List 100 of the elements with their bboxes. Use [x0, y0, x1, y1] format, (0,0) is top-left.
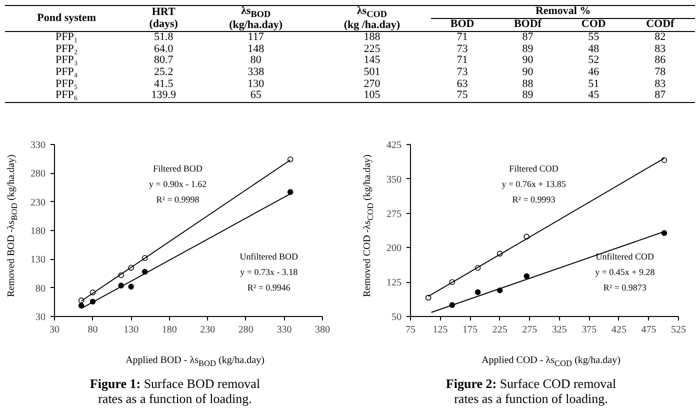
text: 270 [362, 78, 382, 90]
y-tick-label: 180 [30, 226, 46, 237]
annotation: y = 0.73x - 3.18 [240, 266, 298, 277]
annotation: y = 0.45x + 9.28 [595, 266, 656, 277]
x-tick-label: 380 [315, 324, 330, 336]
text: 83 [654, 78, 667, 90]
annotation: R² = 0.9873 [603, 282, 647, 292]
x-tick-label: 375 [582, 324, 597, 336]
annotation: Filtered COD [509, 164, 559, 174]
point [661, 230, 668, 236]
x-tick-label: 75 [406, 324, 416, 336]
text: 89 [521, 42, 534, 56]
text: 89 [493, 89, 562, 102]
text: 90 [521, 66, 534, 79]
text: 86 [654, 54, 667, 67]
text: 188 [362, 31, 382, 44]
y-tick-label: 330 [30, 140, 46, 151]
caption: Figure 2: Surface COD removal rates as a function of loading. [444, 376, 618, 407]
annotation: R² = 0.9998 [156, 194, 200, 205]
text: 501 [362, 66, 382, 79]
text: 130 [246, 78, 266, 90]
y-tick-label: 30 [36, 312, 46, 323]
x-tick-label: 325 [552, 324, 567, 336]
text: BOD [431, 18, 494, 32]
text: 71 [456, 31, 469, 44]
text: PFP₅ [54, 78, 79, 90]
annotation: Filtered BOD [153, 164, 203, 174]
y-tick-label: 80 [36, 283, 46, 294]
text: 90 [521, 54, 534, 67]
x-tick-label: 175 [462, 324, 478, 336]
x-tick-label: 180 [162, 324, 177, 336]
text: 82 [654, 31, 667, 44]
text: 148 [246, 42, 266, 56]
text: 64.0 [152, 42, 174, 56]
x-tick-label: 225 [492, 324, 508, 336]
annotation: R² = 0.9946 [247, 282, 291, 292]
caption: Figure 1: Surface BOD removal rates as a function of loading. [88, 376, 262, 407]
point [287, 156, 294, 162]
y-tick-label: 425 [386, 140, 402, 151]
text: Removal % [431, 5, 695, 19]
y-tick-label: 280 [30, 168, 46, 180]
annotation: R² = 0.9993 [512, 194, 556, 205]
y-tick-label: 200 [386, 243, 402, 254]
text: λs$_{BOD}$ (kg/ha.day) [198, 5, 313, 32]
text: 80 [249, 54, 262, 67]
text: 65 [198, 89, 313, 102]
x-axis-title: Applied COD - λs$_{COD}$ (kg/ha.day) [480, 354, 622, 370]
text: 55 [587, 31, 600, 44]
text: HRT (days) [128, 6, 199, 32]
y-tick-label: 130 [30, 254, 46, 266]
text: 71 [456, 54, 469, 67]
text: 46 [587, 66, 600, 79]
text: λs$_{COD}$ (kg /ha.day) [312, 5, 432, 32]
text: 80.7 [152, 54, 174, 67]
x-tick-label: 275 [522, 324, 538, 336]
text: PFP₄ [54, 66, 79, 79]
text: 139.9 [128, 89, 199, 102]
x-axis-title: Applied BOD - λs$_{BOD}$ (kg/ha.day) [124, 354, 266, 370]
text: 88 [521, 78, 534, 90]
text: 78 [654, 66, 667, 79]
text: PFP₃ [54, 54, 79, 67]
text: 48 [587, 42, 600, 56]
x-tick-label: 125 [432, 324, 448, 336]
x-tick-label: 280 [238, 324, 254, 336]
annotation: Unfiltered BOD [240, 251, 299, 262]
x-tick-label: 80 [88, 324, 98, 336]
x-tick-label: 525 [671, 324, 686, 336]
x-tick-label: 330 [276, 324, 292, 336]
x-tick-label: 425 [611, 324, 626, 336]
text: 63 [456, 78, 469, 90]
text: 52 [587, 54, 600, 67]
x-tick-label: 475 [641, 324, 656, 336]
x-tick-label: 230 [200, 324, 216, 336]
text: 75 [431, 89, 494, 102]
text: 41.5 [152, 78, 174, 90]
point [474, 289, 481, 296]
text: PFP₆ [5, 89, 128, 102]
text: PFP₂ [54, 42, 79, 56]
y-tick-label: 125 [386, 278, 402, 289]
text: 105 [312, 89, 432, 102]
text: 51.8 [152, 31, 174, 44]
point [78, 302, 84, 308]
text: 225 [362, 42, 382, 56]
text: CODf [625, 18, 695, 32]
point [287, 189, 294, 195]
text: 45 [562, 89, 626, 102]
point [128, 284, 134, 290]
x-tick-label: 130 [124, 324, 139, 336]
text: PFP₁ [54, 31, 79, 44]
text: 25.2 [152, 66, 174, 79]
text: 73 [456, 42, 469, 56]
annotation: y = 0.76x + 13.85 [502, 179, 566, 190]
x-tick-label: 30 [50, 324, 60, 336]
y-tick-label: 275 [386, 208, 402, 220]
text: 117 [246, 31, 265, 44]
text: 83 [654, 42, 667, 56]
text: COD [562, 18, 626, 32]
text: 87 [625, 89, 695, 102]
text: 145 [362, 54, 382, 67]
annotation: y = 0.90x - 1.62 [148, 179, 207, 190]
